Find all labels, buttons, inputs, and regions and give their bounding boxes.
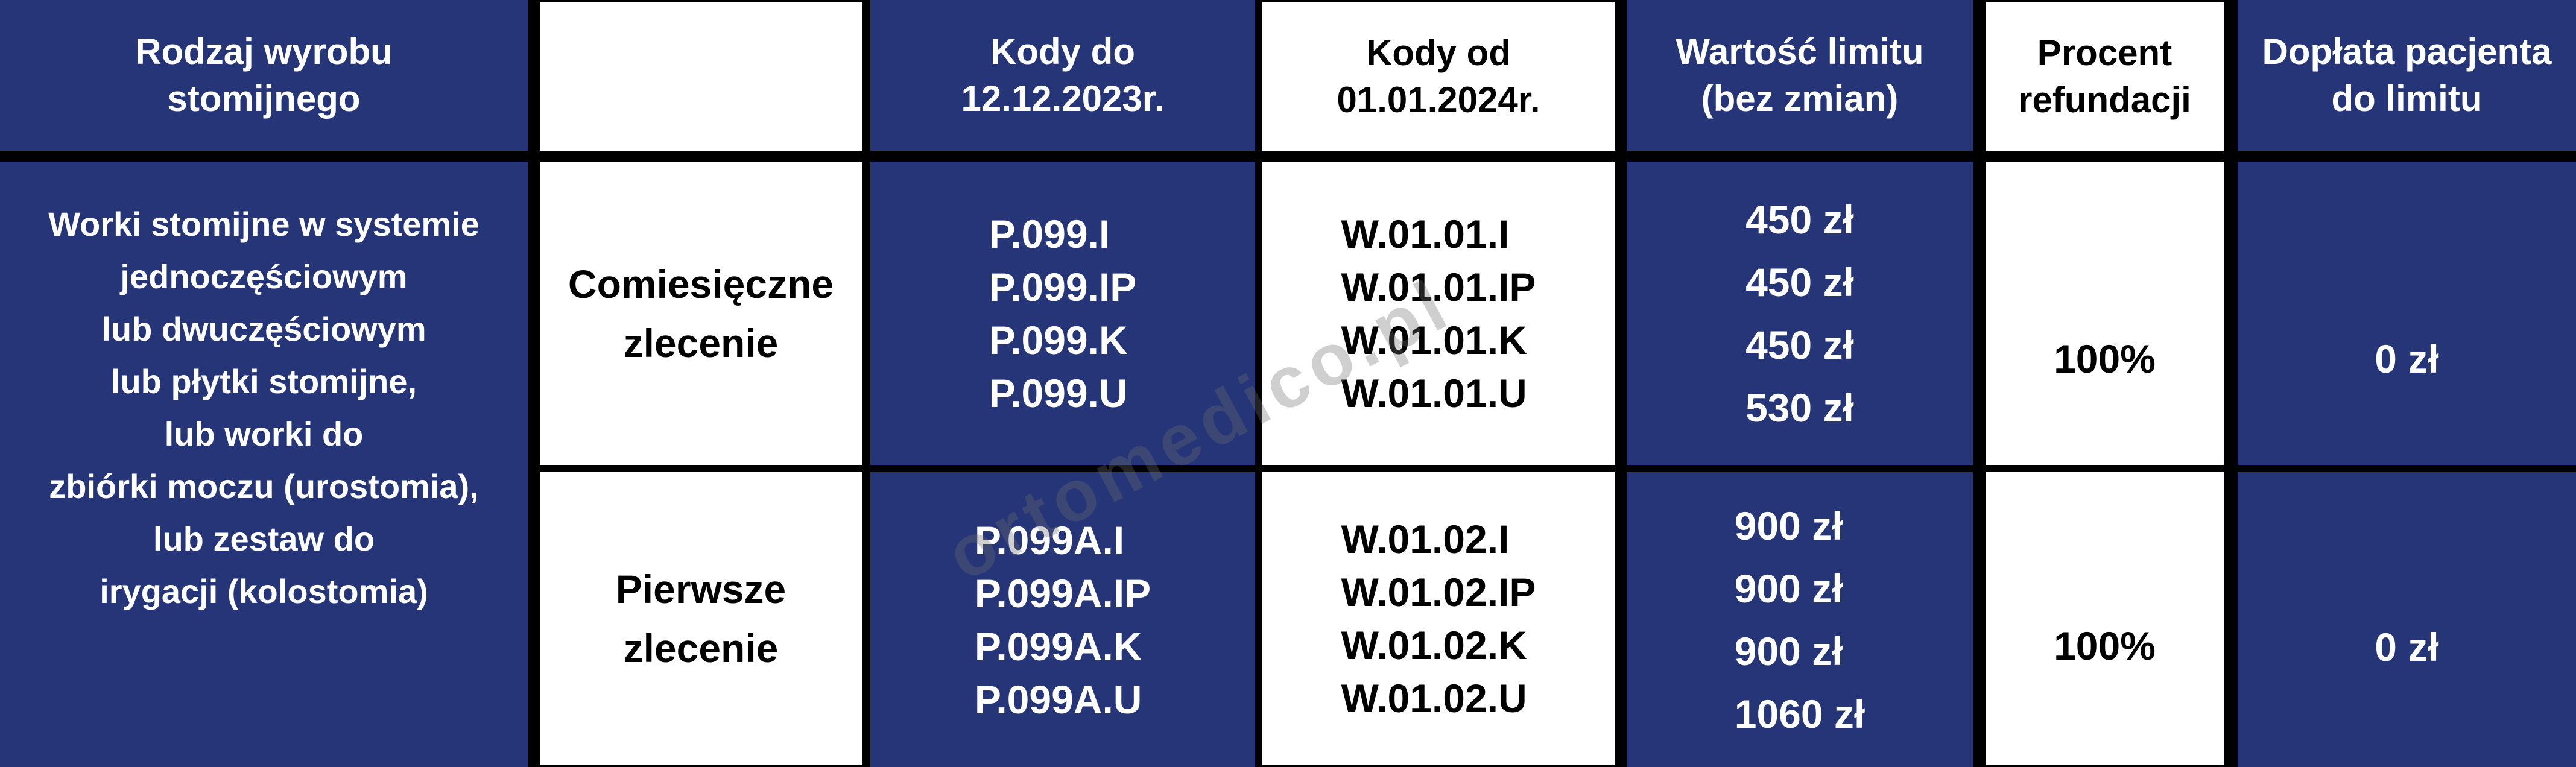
header-codes-from: Kody od 01.01.2024r. — [1262, 0, 1615, 151]
header-refund-percent: Procent refundacji — [1986, 0, 2224, 151]
codes-from-list-row2: W.01.02.I W.01.02.IP W.01.02.K W.01.02.U — [1341, 516, 1536, 721]
cell-refund-percent-row1: 100% — [1986, 162, 2224, 465]
cell-limit-values-row2: 900 zł 900 zł 900 zł 1060 zł — [1627, 472, 1973, 767]
header-order-type-empty — [540, 0, 862, 151]
cell-order-type-row1: Comiesięczne zlecenie — [540, 162, 862, 465]
header-patient-copay: Dopłata pacjenta do limitu — [2238, 0, 2576, 151]
codes-from-list-row1: W.01.01.I W.01.01.IP W.01.01.K W.01.01.U — [1341, 211, 1536, 415]
cell-patient-copay-row2: 0 zł — [2238, 472, 2576, 767]
header-limit-value: Wartość limitu (bez zmian) — [1627, 0, 1973, 151]
limit-values-list-row1: 450 zł 450 zł 450 zł 530 zł — [1745, 197, 1854, 430]
codes-until-list-row2: P.099A.I P.099A.IP P.099A.K P.099A.U — [974, 517, 1151, 722]
limit-values-list-row2: 900 zł 900 zł 900 zł 1060 zł — [1734, 503, 1866, 736]
cell-codes-from-row1: W.01.01.I W.01.01.IP W.01.01.K W.01.01.U — [1262, 162, 1615, 465]
cell-patient-copay-row1: 0 zł — [2238, 162, 2576, 465]
cell-codes-until-row2: P.099A.I P.099A.IP P.099A.K P.099A.U — [870, 472, 1255, 767]
cell-order-type-row2: Pierwsze zlecenie — [540, 472, 862, 767]
cell-limit-values-row1: 450 zł 450 zł 450 zł 530 zł — [1627, 162, 1973, 465]
cell-refund-percent-row2: 100% — [1986, 472, 2224, 767]
cell-codes-until-row1: P.099.I P.099.IP P.099.K P.099.U — [870, 162, 1255, 465]
cell-codes-from-row2: W.01.02.I W.01.02.IP W.01.02.K W.01.02.U — [1262, 472, 1615, 767]
header-product-type: Rodzaj wyrobu stomijnego — [0, 0, 528, 151]
cell-product-description: Worki stomijne w systemie jednoczęściowy… — [0, 162, 528, 767]
codes-until-list-row1: P.099.I P.099.IP P.099.K P.099.U — [989, 211, 1137, 415]
header-codes-until: Kody do 12.12.2023r. — [870, 0, 1255, 151]
